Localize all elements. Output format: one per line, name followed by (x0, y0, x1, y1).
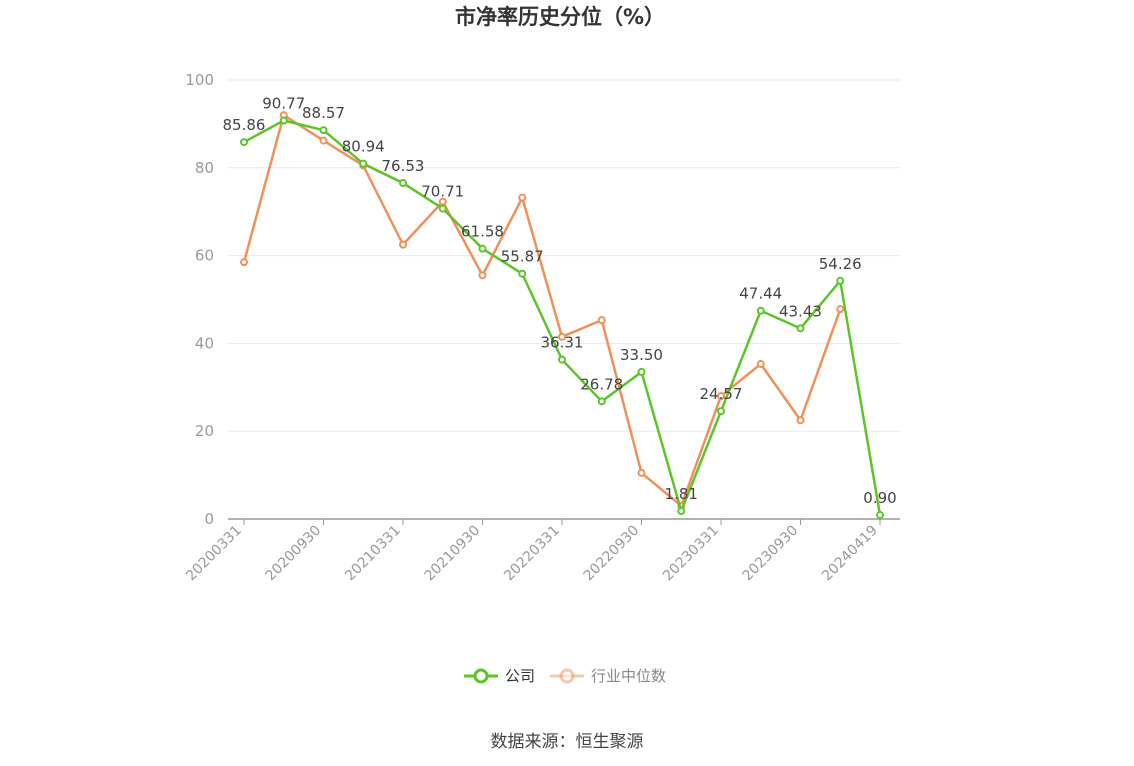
point-0-20210930 (478, 244, 487, 253)
point-1-20230331 (717, 392, 725, 401)
data-label-20220630: 26.78 (580, 375, 623, 393)
legend-marker-industry-median (559, 668, 575, 684)
data-label-20200930: 88.57 (302, 104, 345, 122)
data-label-20230331: 24.57 (700, 385, 743, 403)
source-text: 数据来源：恒生聚源 (491, 732, 644, 752)
x-tick-label-20230930: 20230930 (740, 523, 802, 585)
data-label-20231231: 54.26 (819, 255, 862, 273)
point-1-20211231 (518, 193, 527, 202)
series (240, 111, 884, 520)
series-line-1 (242, 113, 842, 508)
legend-label-industry-median: 行业中位数 (591, 667, 666, 685)
point-1-20230630 (756, 360, 765, 369)
legend-marker-company (473, 668, 489, 684)
x-tick-label-20210930: 20210930 (422, 523, 484, 585)
y-axis: 0 20 40 60 80 100 (185, 71, 214, 528)
point-0-20240419 (876, 511, 884, 520)
data-label-20221231: 1.81 (665, 485, 698, 503)
x-axis: 20200331 20200930 20210331 20210930 20220331… (183, 518, 900, 585)
point-0-20220930 (637, 367, 646, 376)
point-1-20210930 (478, 271, 487, 280)
point-1-20210331 (399, 240, 407, 249)
legend: 公司 行业中位数 (464, 667, 666, 685)
legend-item-industry-median[interactable]: 行业中位数 (550, 667, 666, 685)
data-label-20201231: 80.94 (342, 138, 385, 156)
point-1-20231231 (836, 305, 845, 314)
data-label-20220331: 36.31 (541, 334, 584, 352)
point-1-20220630 (597, 316, 606, 325)
y-tick-label-0: 0 (204, 510, 214, 528)
point-0-20200331 (240, 138, 248, 147)
point-0-20230331 (717, 407, 725, 416)
x-tick-label-20220930: 20220930 (581, 523, 643, 585)
y-tick-label-80: 80 (195, 159, 214, 177)
point-0-20200630 (279, 116, 288, 125)
point-0-20200930 (319, 126, 328, 135)
y-tick-label-40: 40 (195, 334, 214, 352)
x-tick-label-20200930: 20200930 (263, 523, 325, 585)
point-0-20220331 (558, 355, 566, 364)
y-tick-label-60: 60 (195, 247, 214, 265)
x-tick-label-20210331: 20210331 (342, 523, 404, 585)
series-0 (240, 116, 884, 520)
point-0-20201231 (359, 159, 368, 168)
point-0-20231231 (836, 276, 845, 285)
point-0-20230630 (756, 306, 765, 315)
data-label-20210331: 76.53 (382, 157, 425, 175)
x-tick-label-20200331: 20200331 (183, 523, 245, 585)
point-1-20200930 (319, 136, 328, 145)
point-0-20210630 (438, 204, 447, 213)
point-0-20211231 (518, 269, 527, 278)
point-1-20220930 (637, 468, 646, 477)
point-0-20230930 (796, 324, 805, 333)
data-label-20200630: 90.77 (262, 95, 305, 113)
point-1-20200331 (240, 258, 248, 267)
x-tick-label-20230331: 20230331 (660, 523, 722, 585)
legend-item-company[interactable]: 公司 (464, 667, 535, 685)
point-0-20221231 (677, 507, 686, 516)
point-0-20220630 (597, 397, 606, 406)
data-label-20200331: 85.86 (223, 116, 266, 134)
data-label-20210930: 61.58 (461, 223, 504, 241)
legend-label-company: 公司 (505, 667, 535, 685)
point-1-20220331 (558, 332, 566, 341)
y-tick-label-100: 100 (185, 71, 214, 89)
x-tick-label-20240419: 20240419 (819, 523, 881, 585)
data-label-20240419: 0.90 (863, 489, 896, 507)
data-label-20220930: 33.50 (620, 346, 663, 364)
data-label-20230630: 47.44 (739, 285, 782, 303)
data-label-20211231: 55.87 (501, 248, 544, 266)
data-label-20210630: 70.71 (421, 183, 464, 201)
data-label-20230930: 43.43 (779, 302, 822, 320)
x-tick-label-20220331: 20220331 (501, 523, 563, 585)
point-0-20210331 (399, 179, 407, 188)
series-1 (240, 111, 845, 510)
chart-title: 市净率历史分位（%） (455, 5, 665, 29)
grid (228, 79, 900, 432)
y-tick-label-20: 20 (195, 422, 214, 440)
point-1-20230930 (796, 416, 805, 425)
